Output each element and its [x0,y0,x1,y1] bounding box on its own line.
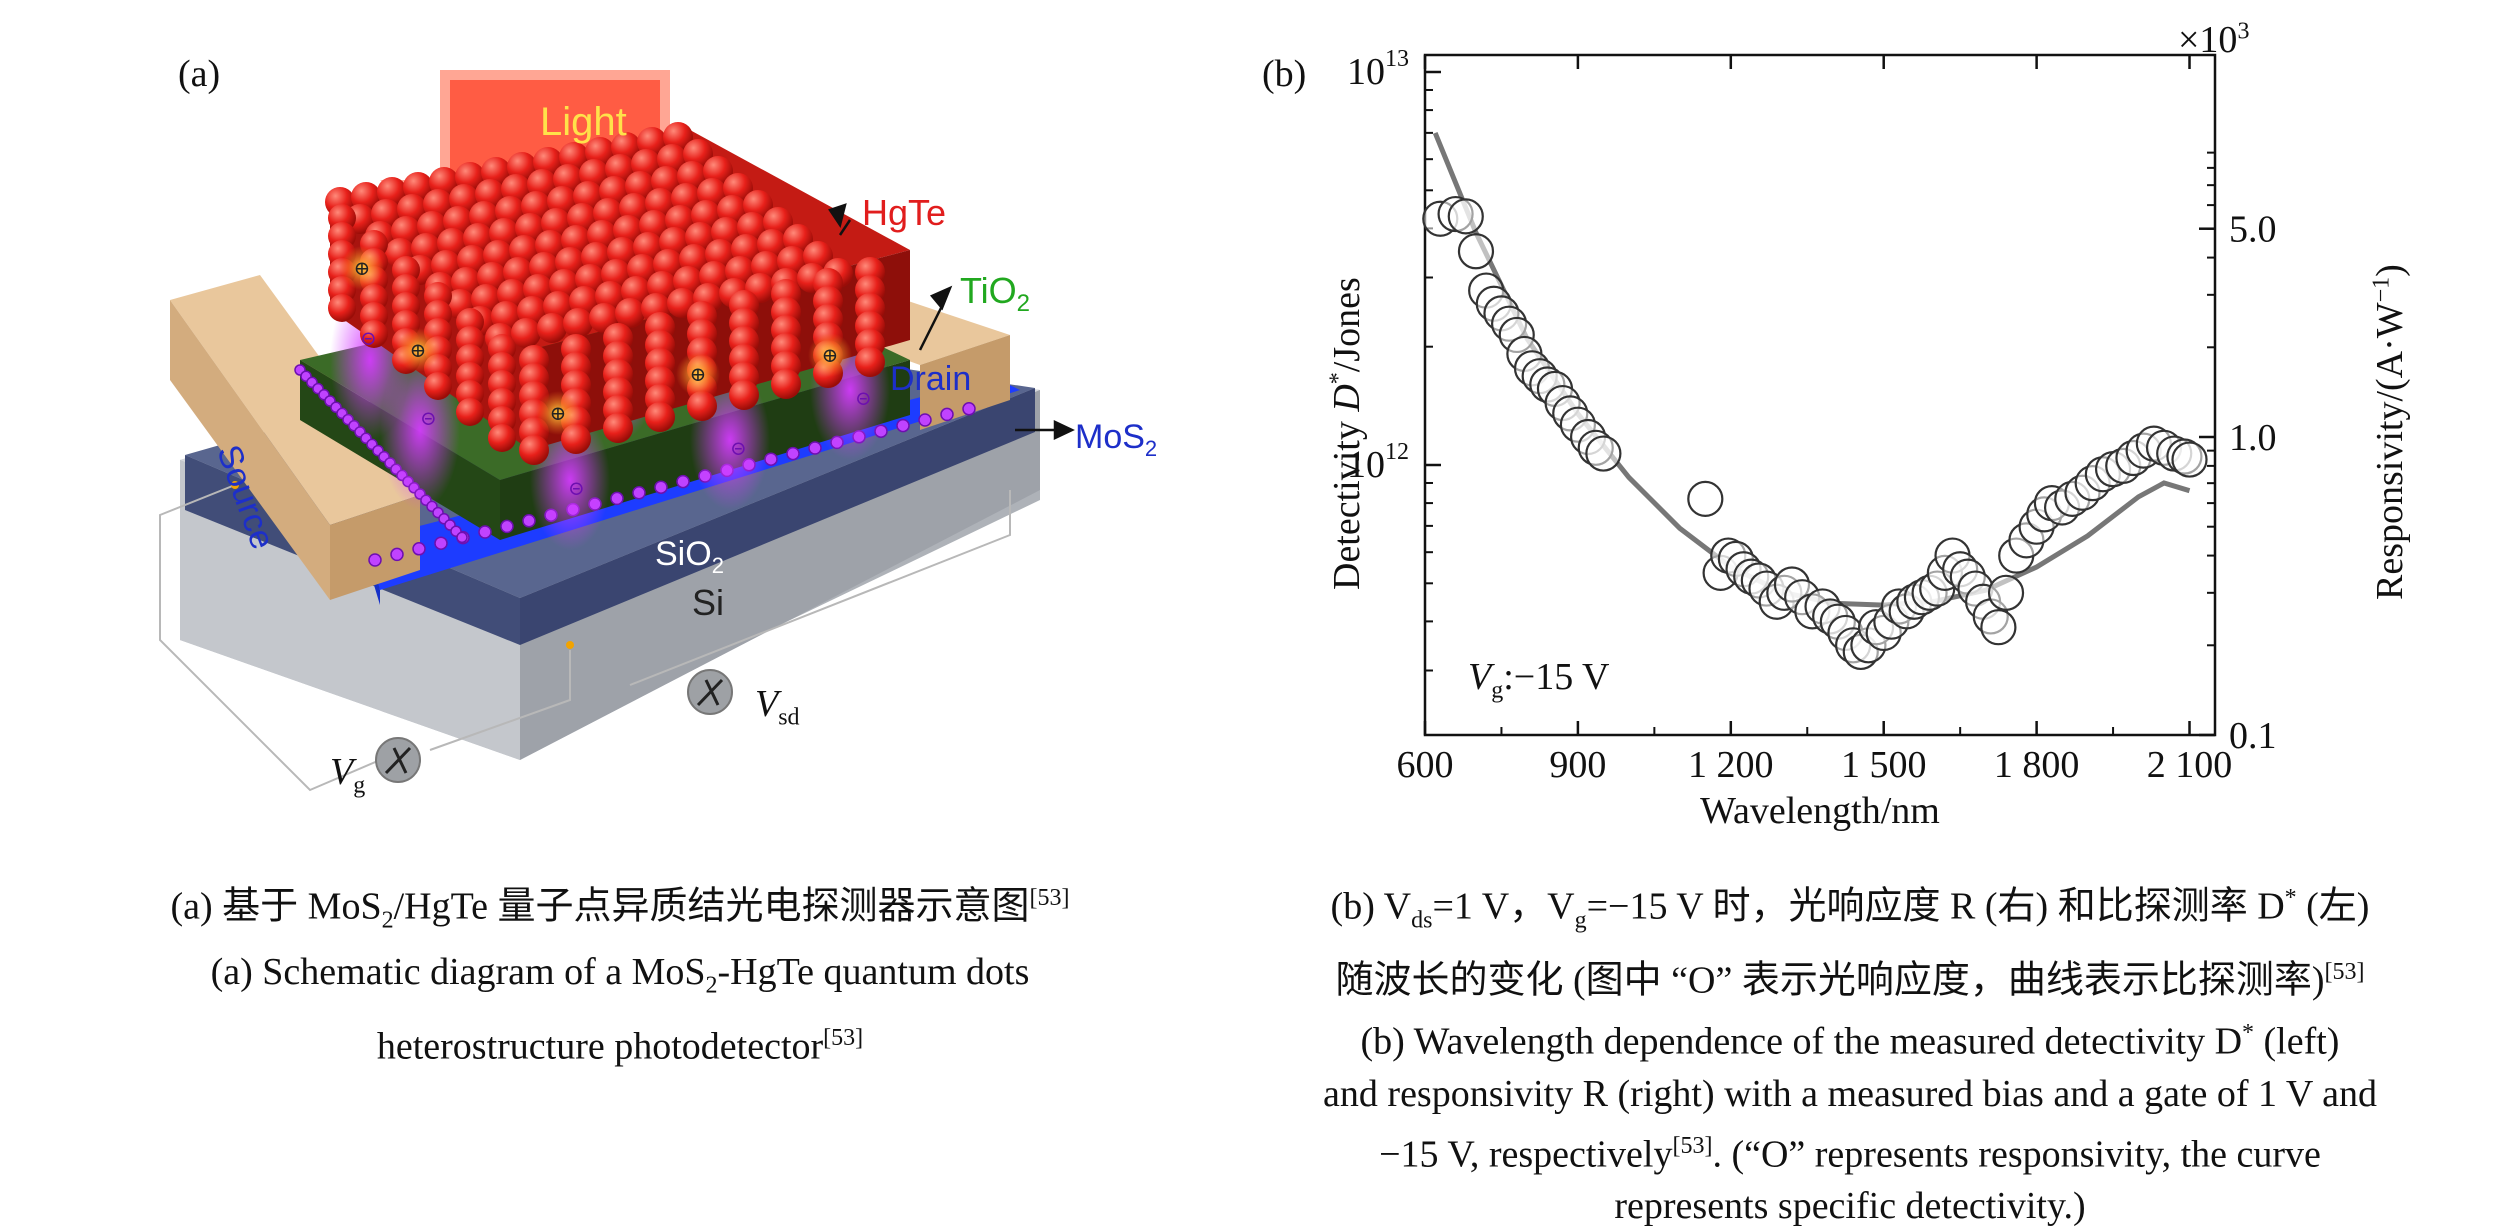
source-electrode [170,275,420,600]
light-label: Light [540,100,627,144]
svg-text:⊝: ⊝ [568,478,585,500]
y-right-label: Responsivity/(A·W−1) [2368,264,2411,600]
panel-b-label: (b) [1262,53,1307,95]
svg-text:⊕: ⊕ [822,345,839,367]
hgte-label: HgTe [862,192,947,233]
x-axis-label: Wavelength/nm [1700,790,1940,832]
x-tick-label: 1 200 [1688,744,1774,786]
circuit-wires [159,481,1011,792]
responsivity-point [1585,435,1622,472]
svg-text:⊕: ⊕ [354,258,371,280]
x-tick-label: 900 [1549,744,1606,786]
vsd-label: Vsd [755,683,800,731]
y-right-tick-label: 1.0 [2229,417,2277,459]
x-tick-label: 2 100 [2147,744,2233,786]
si-label: Si [692,582,725,623]
responsivity-point [1987,574,2025,611]
vg-meter [375,737,421,783]
y-left-tick-label: 1013 [1347,46,1409,93]
svg-text:⊝: ⊝ [360,328,377,350]
gate-annotation: Vg:−15 V [1468,656,1610,704]
tio2-label: TiO2 [960,270,1031,318]
x-tick-label: 1 500 [1841,744,1927,786]
hole-markers: ⊕ ⊕ ⊕ ⊕ ⊕ ⊝ ⊝ ⊝ ⊝ ⊝ [340,246,872,500]
sio2-label: SiO2 [655,535,724,578]
y-right-tick-label: 5.0 [2229,209,2277,251]
x-tick-label: 1 800 [1994,744,2079,786]
device-schematic: ⊕ ⊕ ⊕ ⊕ ⊕ ⊝ ⊝ ⊝ ⊝ ⊝ [159,70,1075,792]
x-tick-label: 600 [1397,744,1454,786]
vg-label: Vg [330,751,366,799]
multiplier-label: ×103 [2178,18,2250,61]
svg-text:⊝: ⊝ [855,388,872,410]
y-right-tick-label: 0.1 [2229,715,2277,757]
panel-a-label: (a) [178,53,221,95]
svg-text:⊕: ⊕ [550,403,567,425]
svg-text:⊝: ⊝ [730,438,747,460]
svg-text:⊝: ⊝ [420,408,437,430]
responsivity-detectivity-chart: 600 900 1 200 1 500 1 800 2 100 Wavelength/nm 1… [1347,46,2277,832]
panel-a-caption: (a) 基于 MoS2/HgTe 量子点异质结光电探测器示意图[53] (a) … [170,885,1070,1068]
svg-text:⊕: ⊕ [410,340,427,362]
responsivity-point [1980,609,2017,646]
drain-label: Drain [890,360,972,398]
plot-frame [1423,53,2217,737]
responsivity-point [1457,233,1495,270]
svg-text:⊕: ⊕ [690,364,707,386]
label-arrows [828,203,1075,440]
responsivity-point [1687,480,1724,517]
responsivity-point [2171,441,2208,478]
vsd-meter [687,669,733,715]
hgte-quantum-dots [325,122,910,465]
mos2-label: MoS2 [1075,418,1158,461]
responsivity-point [1447,198,1484,235]
y-left-label: Detectivity D*/Jones [1325,277,1368,590]
panel-b-caption: (b) Vds=1 V，Vg=−15 V 时，光响应度 R (右) 和比探测率 … [1323,885,2377,1228]
